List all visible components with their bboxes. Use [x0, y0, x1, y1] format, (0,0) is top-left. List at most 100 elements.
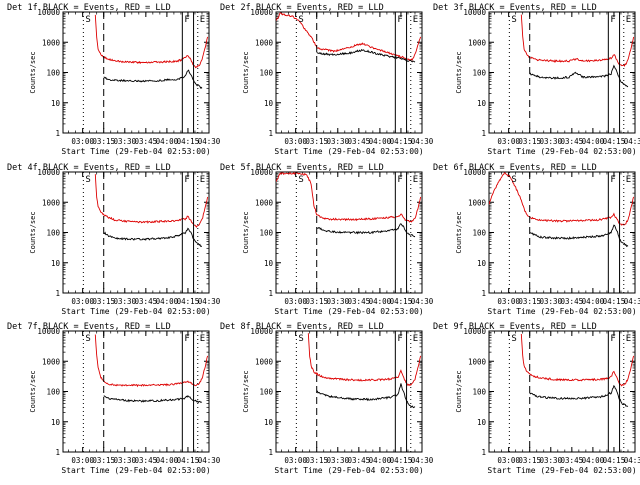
y-tick-label: 100 [46, 229, 60, 238]
x-tick-label: 03:00 [497, 137, 520, 146]
y-axis-label: Counts/sec [29, 51, 37, 93]
x-tick-label: 03:45 [348, 456, 371, 465]
plot-frame [62, 330, 210, 453]
series-line-events [103, 395, 203, 404]
plot-frame [488, 11, 636, 134]
y-tick-label: 100 [472, 388, 486, 397]
data-layer [508, 331, 635, 452]
plot-frame [275, 11, 423, 134]
y-tick-label: 10 [264, 99, 274, 108]
y-tick-label: 10000 [463, 8, 486, 17]
y-tick-label: 1 [55, 129, 60, 138]
chart-title: Det 4f BLACK = Events, RED = LLD [7, 163, 171, 173]
x-tick-label: 03:15 [305, 456, 328, 465]
y-tick-label: 10 [51, 99, 61, 108]
chart-panel-6: Det 6f BLACK = Events, RED = LLD 1 10 100 10… [433, 163, 640, 316]
y-tick-label: 10 [477, 259, 487, 268]
series-line-events [103, 227, 203, 247]
x-tick-label: 03:30 [113, 297, 136, 306]
x-tick-label: 04:00 [369, 297, 392, 306]
marker-label: E [413, 175, 418, 185]
x-tick-label: 04:15 [177, 297, 200, 306]
data-layer [82, 331, 209, 452]
x-axis-label: Start Time (29-Feb-04 02:53:00) [274, 307, 423, 316]
data-layer [276, 172, 422, 293]
x-axis-label: Start Time (29-Feb-04 02:53:00) [274, 147, 423, 156]
x-tick-label: 03:15 [305, 137, 328, 146]
x-tick-label: 03:30 [539, 137, 562, 146]
marker-label: F [184, 175, 189, 185]
series-line-events [316, 223, 416, 238]
x-tick-label: 03:15 [92, 456, 115, 465]
marker-label: E [200, 334, 205, 344]
plot-frame [488, 330, 636, 453]
y-tick-label: 10 [477, 99, 487, 108]
marker-label: S [298, 15, 303, 25]
y-tick-label: 1 [55, 289, 60, 298]
y-tick-label: 1000 [255, 357, 274, 366]
x-tick-label: 03:30 [539, 297, 562, 306]
x-tick-label: 04:00 [582, 456, 605, 465]
x-tick-label: 04:00 [156, 137, 179, 146]
x-tick-label: 03:45 [561, 456, 584, 465]
y-tick-label: 10000 [250, 168, 273, 177]
y-tick-label: 10000 [250, 8, 273, 17]
y-tick-label: 10 [477, 418, 487, 427]
x-tick-label: 03:00 [71, 137, 94, 146]
marker-label: F [397, 175, 402, 185]
data-layer [295, 331, 422, 452]
marker-label: E [200, 15, 205, 25]
x-tick-label: 04:30 [198, 137, 221, 146]
x-tick-label: 04:30 [411, 456, 434, 465]
data-layer [82, 172, 209, 293]
chart-title: Det 6f BLACK = Events, RED = LLD [433, 163, 597, 173]
y-axis-label: Counts/sec [29, 370, 37, 412]
y-tick-label: 1 [55, 448, 60, 457]
y-axis-label: Counts/sec [242, 51, 250, 93]
series-line-lld [94, 174, 209, 228]
y-axis-label: Counts/sec [455, 370, 463, 412]
y-axis-label: Counts/sec [242, 211, 250, 253]
y-tick-label: 10 [51, 259, 61, 268]
chart-panel-3: Det 3f BLACK = Events, RED = LLD 1 10 100 10… [433, 3, 640, 156]
y-tick-label: 1000 [42, 38, 61, 47]
y-tick-label: 1 [481, 448, 486, 457]
x-tick-label: 04:15 [390, 456, 413, 465]
x-tick-label: 03:45 [135, 456, 158, 465]
series-line-lld [307, 333, 422, 387]
y-axis-label: Counts/sec [455, 51, 463, 93]
x-axis-label: Start Time (29-Feb-04 02:53:00) [61, 147, 210, 156]
marker-label: S [511, 175, 516, 185]
x-tick-label: 03:30 [539, 456, 562, 465]
x-tick-label: 03:30 [326, 297, 349, 306]
y-tick-label: 1 [481, 129, 486, 138]
y-tick-label: 100 [259, 69, 273, 78]
x-axis-label: Start Time (29-Feb-04 02:53:00) [274, 466, 423, 475]
marker-label: F [184, 334, 189, 344]
marker-label: E [413, 15, 418, 25]
x-tick-label: 04:15 [603, 137, 626, 146]
series-line-events [529, 384, 629, 407]
x-tick-label: 04:15 [603, 297, 626, 306]
marker-label: S [298, 175, 303, 185]
series-line-lld [489, 172, 635, 226]
marker-label: E [626, 334, 631, 344]
x-tick-label: 03:30 [113, 456, 136, 465]
x-tick-label: 03:45 [561, 137, 584, 146]
y-tick-label: 10 [264, 259, 274, 268]
series-line-lld [520, 14, 635, 67]
x-tick-label: 04:00 [156, 456, 179, 465]
chart-panel-7: Det 7f BLACK = Events, RED = LLD 1 10 100 10… [7, 322, 221, 475]
marker-label: S [511, 15, 516, 25]
x-tick-label: 04:30 [624, 137, 640, 146]
marker-label: F [397, 334, 402, 344]
y-tick-label: 1000 [42, 198, 61, 207]
x-tick-label: 03:45 [135, 297, 158, 306]
x-tick-label: 03:30 [113, 137, 136, 146]
chart-panel-8: Det 8f BLACK = Events, RED = LLD 1 10 100 10… [220, 322, 434, 475]
y-axis-label: Counts/sec [242, 370, 250, 412]
y-tick-label: 100 [472, 69, 486, 78]
chart-title: Det 7f BLACK = Events, RED = LLD [7, 322, 171, 332]
series-line-lld [94, 334, 209, 388]
marker-label: S [85, 15, 90, 25]
